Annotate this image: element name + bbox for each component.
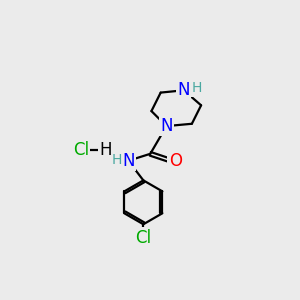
Text: N: N	[122, 152, 135, 170]
Text: N: N	[178, 81, 190, 99]
Text: H: H	[99, 141, 112, 159]
Text: Cl: Cl	[73, 141, 89, 159]
Text: Cl: Cl	[135, 229, 152, 247]
Text: H: H	[191, 81, 202, 95]
Text: O: O	[169, 152, 182, 170]
Text: N: N	[160, 117, 173, 135]
Text: H: H	[112, 153, 122, 166]
